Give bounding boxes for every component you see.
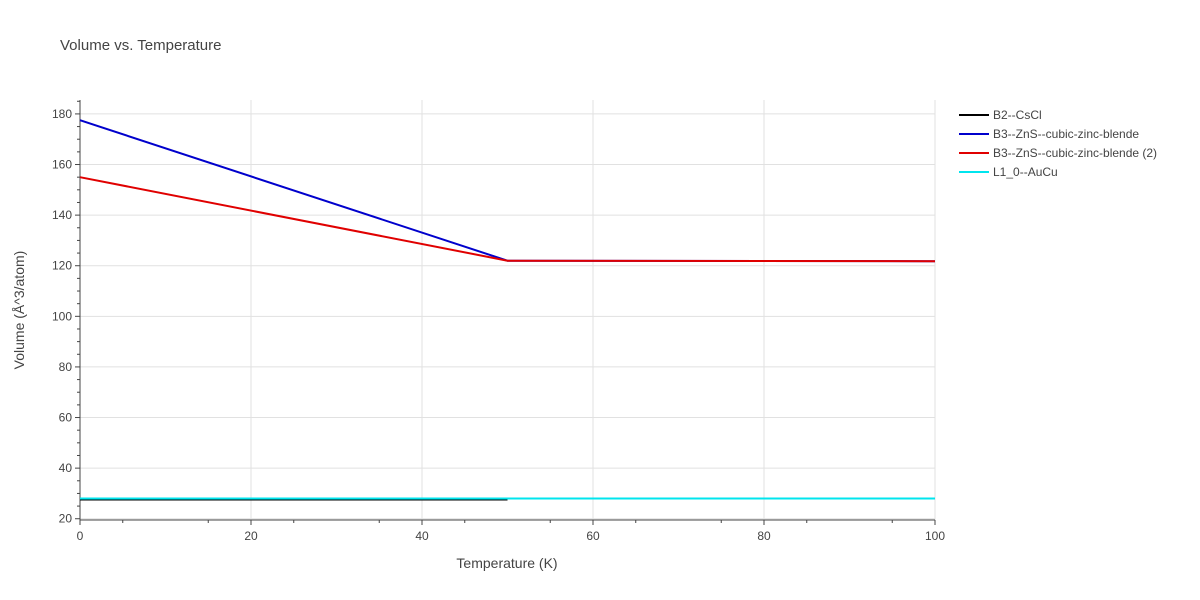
x-tick-label: 100 — [925, 529, 945, 543]
y-tick-label: 40 — [59, 461, 73, 475]
y-tick-label: 160 — [52, 158, 72, 172]
x-tick-label: 80 — [757, 529, 771, 543]
legend-item-3[interactable]: B3--ZnS--cubic-zinc-blende (2) — [959, 146, 1157, 160]
y-tick-label: 120 — [52, 259, 72, 273]
legend-item-2[interactable]: B3--ZnS--cubic-zinc-blende — [959, 127, 1139, 141]
y-tick-label: 180 — [52, 107, 72, 121]
chart-title: Volume vs. Temperature — [60, 37, 221, 54]
x-tick-label: 20 — [244, 529, 258, 543]
y-axis-title: Volume (Å^3/atom) — [11, 251, 27, 370]
legend-label: L1_0--AuCu — [993, 165, 1058, 179]
y-tick-label: 140 — [52, 208, 72, 222]
legend-label: B3--ZnS--cubic-zinc-blende (2) — [993, 146, 1157, 160]
legend-label: B3--ZnS--cubic-zinc-blende — [993, 127, 1139, 141]
y-tick-label: 80 — [59, 360, 73, 374]
y-tick-label: 100 — [52, 309, 72, 323]
legend-item-4[interactable]: L1_0--AuCu — [959, 165, 1058, 179]
x-tick-label: 40 — [415, 529, 429, 543]
x-tick-label: 0 — [77, 529, 84, 543]
x-tick-label: 60 — [586, 529, 600, 543]
legend-item-1[interactable]: B2--CsCl — [959, 108, 1042, 122]
axes: 0 20 40 60 80 100 20 40 60 80 100 120 140 160 180 — [52, 100, 945, 543]
plot-series — [79, 119, 936, 501]
grid — [80, 100, 936, 520]
y-tick-label: 20 — [59, 512, 73, 526]
legend-label: B2--CsCl — [993, 108, 1042, 122]
y-tick-label: 60 — [59, 411, 73, 425]
series-line-3[interactable] — [79, 176, 936, 263]
series-line-2[interactable] — [79, 119, 936, 263]
x-axis-title: Temperature (K) — [456, 555, 557, 571]
legend[interactable]: B2--CsCl B3--ZnS--cubic-zinc-blende B3--Zn… — [959, 108, 1157, 179]
